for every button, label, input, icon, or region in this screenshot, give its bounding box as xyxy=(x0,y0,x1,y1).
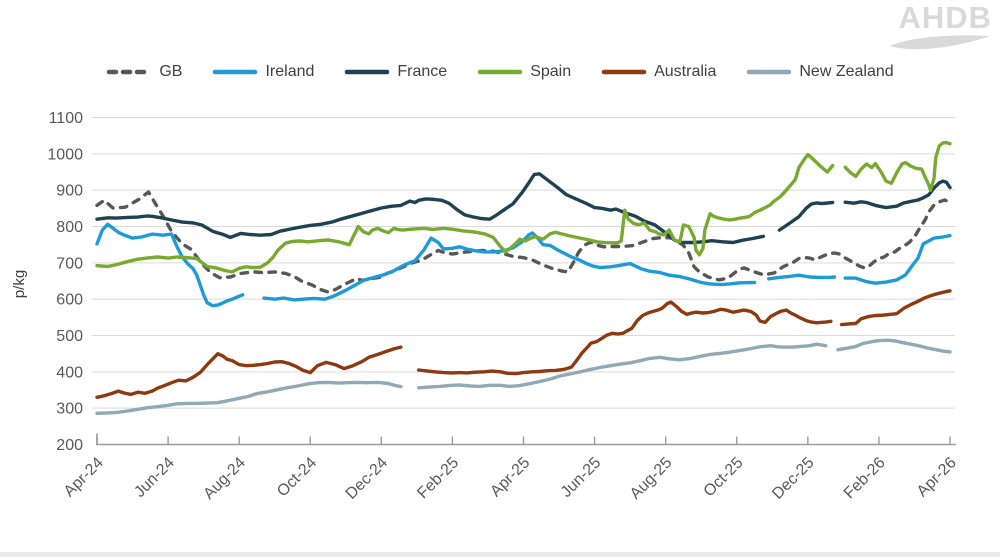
series-ireland xyxy=(95,222,952,308)
legend-item-spain: Spain xyxy=(477,63,571,81)
y-tick-label: 900 xyxy=(56,183,83,200)
series-segment xyxy=(95,345,403,399)
legend-item-australia: Australia xyxy=(601,63,716,81)
legend-swatch-spain-icon xyxy=(477,69,523,75)
y-tick-label: 500 xyxy=(56,328,83,345)
legend-swatch-gb-icon xyxy=(107,69,152,75)
x-tick-label: Jun-25 xyxy=(558,454,605,501)
gridlines xyxy=(92,117,955,409)
legend-item-gb: GB xyxy=(106,63,182,81)
x-tick-label: Apr-25 xyxy=(487,454,533,500)
x-tick-label: Apr-24 xyxy=(61,454,107,500)
legend-label-australia: Australia xyxy=(654,63,717,80)
series-segment xyxy=(95,380,403,415)
series-segment xyxy=(95,222,245,308)
y-tick-label: 700 xyxy=(56,255,83,272)
series-segment xyxy=(767,273,837,281)
x-tick-label: Oct-25 xyxy=(701,454,747,500)
y-tick-label: 1100 xyxy=(49,110,84,127)
legend-label-france: France xyxy=(397,63,448,80)
series-lines xyxy=(95,140,952,415)
series-segment xyxy=(417,342,828,390)
series-segment xyxy=(843,179,952,210)
series-segment xyxy=(95,172,766,245)
x-tick-label: Feb-25 xyxy=(414,454,462,502)
y-tick-label: 1000 xyxy=(47,146,83,163)
series-australia xyxy=(95,289,952,399)
series-segment xyxy=(836,338,952,354)
y-tick-labels: 200 300 400 500 600 700 800 900 1000 1100 xyxy=(47,110,83,454)
x-tick-label: Dec-24 xyxy=(343,454,392,503)
series-segment xyxy=(262,231,757,302)
series-segment xyxy=(95,190,952,294)
y-tick-label: 800 xyxy=(56,219,83,236)
series-segment xyxy=(95,152,835,274)
x-tick-label: Aug-25 xyxy=(627,454,676,503)
x-tick-label: Jun-24 xyxy=(131,454,178,501)
ahdb-swoosh-icon xyxy=(890,35,990,50)
legend-item-france: France xyxy=(344,63,447,81)
y-axis-title: p/kg xyxy=(11,270,28,298)
x-tick-label: Oct-24 xyxy=(274,454,320,500)
y-tick-label: 300 xyxy=(56,401,83,418)
legend-label-spain: Spain xyxy=(530,63,572,80)
series-new-zealand xyxy=(95,338,952,415)
series-gb xyxy=(95,190,952,294)
legend-label-gb: GB xyxy=(159,63,183,80)
legend-swatch-australia-icon xyxy=(601,69,647,75)
legend-swatch-ireland-icon xyxy=(213,69,258,75)
legend-item-ireland: Ireland xyxy=(212,63,314,81)
y-tick-label: 200 xyxy=(56,437,83,454)
ahdb-logo-text: AHDB xyxy=(898,0,992,35)
x-axis: Apr-24 Jun-24 Aug-24 Oct-24 Dec-24 Feb-25 Apr-… xyxy=(61,433,960,503)
series-segment xyxy=(839,289,952,327)
series-segment xyxy=(417,300,833,376)
ahdb-logo: AHDB xyxy=(888,2,992,51)
series-france xyxy=(95,172,952,245)
legend: GB Ireland France Spain Australia New Ze… xyxy=(0,63,1000,81)
series-segment xyxy=(843,140,952,192)
legend-item-new-zealand: New Zealand xyxy=(746,63,894,81)
y-tick-label: 400 xyxy=(56,364,83,381)
series-spain xyxy=(95,140,952,274)
x-tick-label: Aug-24 xyxy=(200,454,249,503)
y-tick-label: 600 xyxy=(56,292,83,309)
bottom-edge-strip xyxy=(0,552,1000,557)
x-tick-label: Apr-26 xyxy=(914,454,960,500)
legend-label-new-zealand: New Zealand xyxy=(799,63,894,80)
series-segment xyxy=(777,200,835,232)
x-tick-label: Dec-25 xyxy=(769,454,818,503)
legend-swatch-new-zealand-icon xyxy=(747,69,792,75)
series-segment xyxy=(843,233,952,285)
legend-label-ireland: Ireland xyxy=(265,63,315,80)
x-tick-label: Feb-26 xyxy=(841,454,889,502)
legend-swatch-france-icon xyxy=(345,69,390,75)
